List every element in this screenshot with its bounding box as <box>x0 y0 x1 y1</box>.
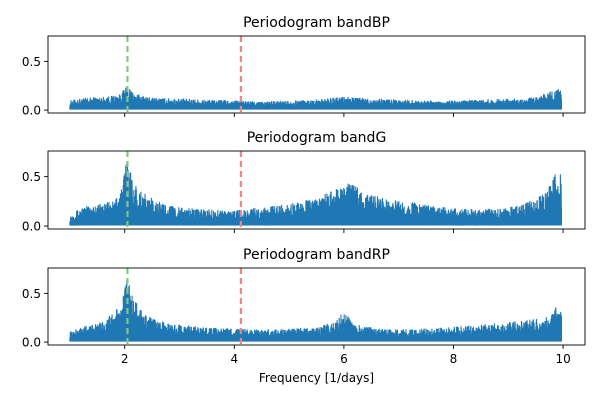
y-tick-label: 0.5 <box>22 55 41 69</box>
x-axis-label: Frequency [1/days] <box>259 371 374 385</box>
x-tick-label: 4 <box>230 352 238 366</box>
periodogram-series-line <box>69 87 562 110</box>
y-tick-label: 0.0 <box>22 220 41 234</box>
x-tick-label: 10 <box>555 352 570 366</box>
panel-title: Periodogram bandG <box>247 130 387 146</box>
panel-title: Periodogram bandRP <box>243 247 390 263</box>
y-tick-label: 0.0 <box>22 336 41 350</box>
y-tick-label: 0.0 <box>22 104 41 118</box>
axes-frame <box>47 267 586 346</box>
periodogram-series-line <box>69 280 562 342</box>
periodogram-series-line <box>69 162 562 226</box>
x-tick-label: 6 <box>340 352 348 366</box>
axes-frame <box>47 35 586 114</box>
panel-title: Periodogram bandBP <box>243 15 390 31</box>
y-tick-label: 0.5 <box>22 287 41 301</box>
y-tick-label: 0.5 <box>22 170 41 184</box>
x-tick-label: 8 <box>450 352 458 366</box>
x-tick-label: 2 <box>121 352 129 366</box>
axes-frame <box>47 150 586 230</box>
